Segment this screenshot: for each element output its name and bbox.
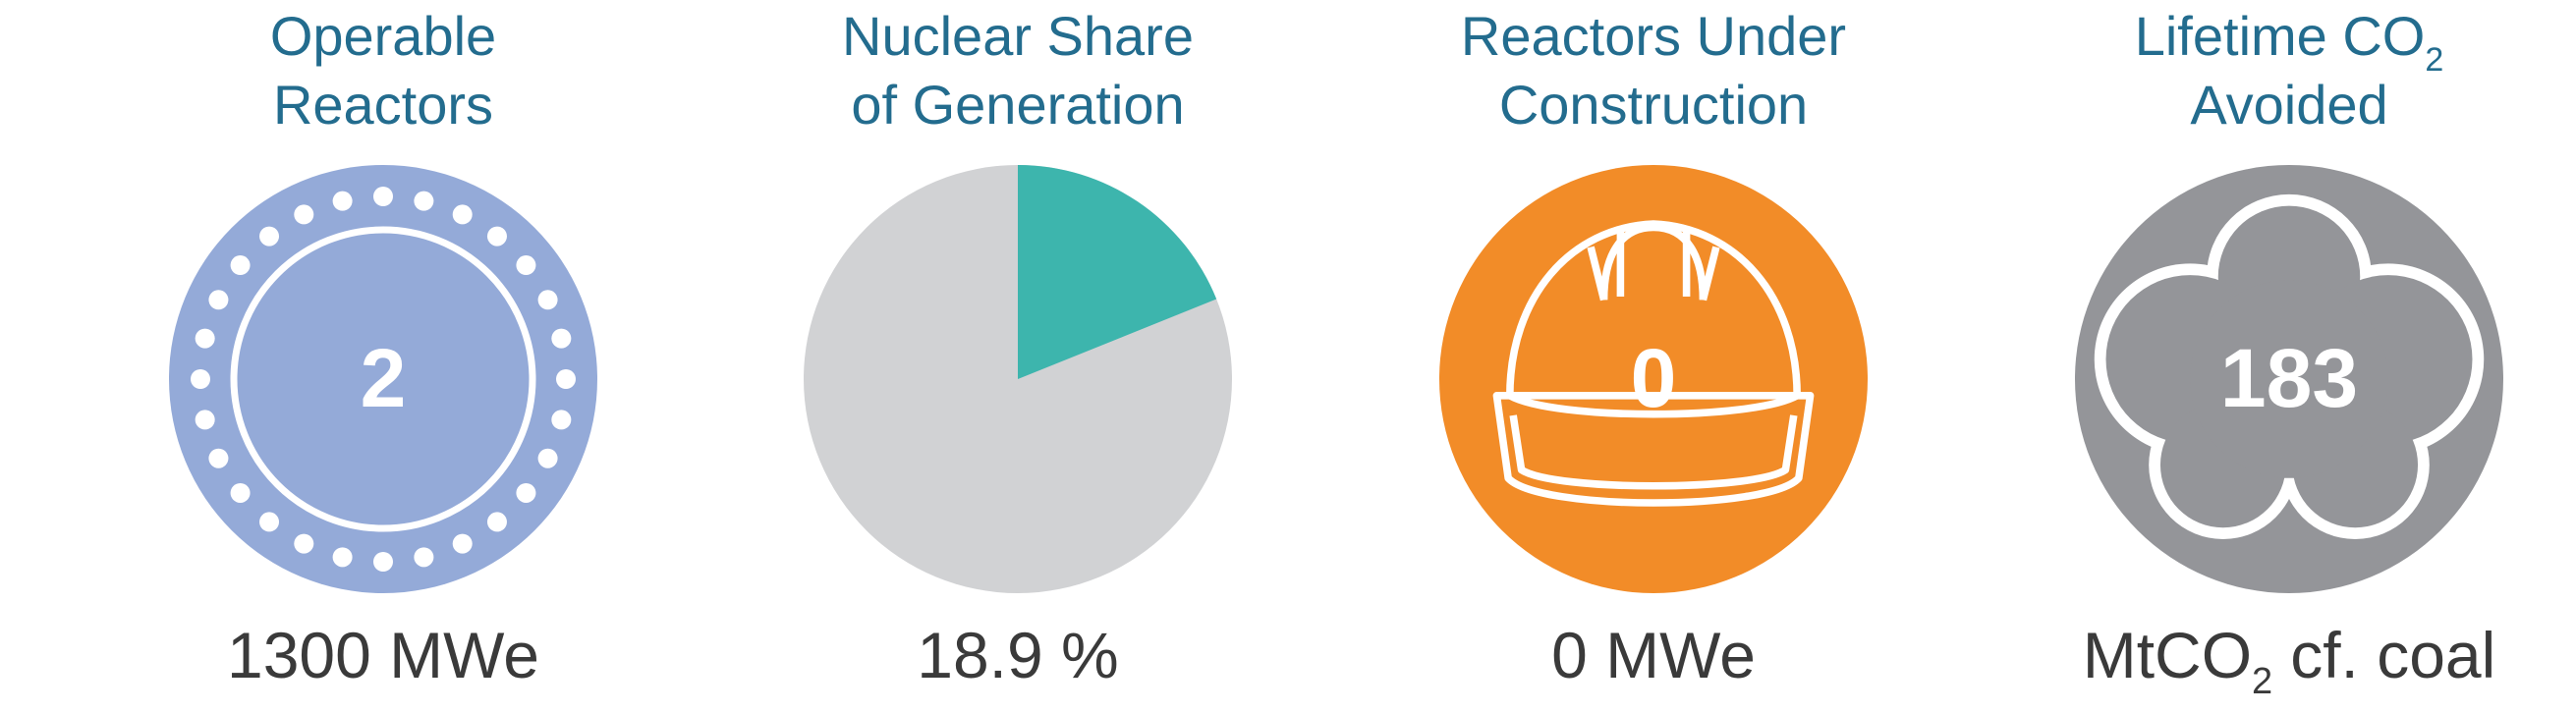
title-line: Nuclear Share: [842, 5, 1194, 67]
reactor-dot: [452, 533, 473, 554]
helmet-icon: [1439, 165, 1868, 593]
reactor-dot: [195, 328, 215, 349]
pie-slice: [1018, 165, 1217, 379]
panel-co2: Lifetime CO2 Avoided 183 MtCO2 cf. coal: [2075, 5, 2503, 702]
reactor-dot: [208, 290, 229, 310]
panel-operable: Operable Reactors 2 1300 MWe: [169, 5, 597, 691]
reactor-dot: [230, 482, 251, 503]
value-number: 183: [2220, 332, 2358, 424]
reactor-dot: [373, 187, 393, 206]
reactor-dot: [414, 547, 434, 568]
title-text: Lifetime CO: [2135, 5, 2426, 67]
reactor-dot: [537, 448, 558, 468]
reactor-dots: [191, 187, 576, 572]
caption-text: cf. coal: [2290, 619, 2495, 691]
title-line: Reactors Under: [1461, 5, 1846, 67]
reactor-dot: [551, 328, 572, 349]
reactor-dot: [537, 290, 558, 310]
reactor-ring: [230, 226, 536, 532]
title-line: Lifetime CO2: [2135, 5, 2444, 79]
reactor-dot: [551, 410, 572, 430]
reactor-dot: [332, 547, 353, 568]
value-number: 2: [361, 332, 407, 424]
caption: MtCO2 cf. coal: [2083, 619, 2496, 702]
reactor-dot: [516, 255, 536, 276]
caption: 0 MWe: [1551, 619, 1756, 691]
reactor-dot: [259, 226, 280, 247]
title-line: Operable: [270, 5, 496, 67]
helmet: [1492, 220, 1815, 507]
caption: 1300 MWe: [227, 619, 539, 691]
reactor-dot: [373, 552, 393, 572]
panel-share: Nuclear Share of Generation 18.9 %: [804, 5, 1232, 691]
reactor-dot: [191, 369, 210, 389]
reactor-dot: [259, 512, 280, 532]
caption-subscript: 2: [2252, 661, 2272, 702]
caption: 18.9 %: [917, 619, 1118, 691]
reactor-dot: [294, 533, 314, 554]
title-line: Reactors: [273, 74, 493, 136]
title-subscript: 2: [2425, 41, 2443, 79]
cloud: [2094, 193, 2485, 539]
reactor-dot: [452, 204, 473, 225]
reactor-dot: [294, 204, 314, 225]
title-line: Avoided: [2190, 74, 2387, 136]
value-number: 0: [1631, 332, 1677, 424]
caption-text: MtCO: [2083, 619, 2252, 691]
reactor-dot: [230, 255, 251, 276]
reactor-dot: [556, 369, 576, 389]
reactor-dot: [332, 191, 353, 211]
reactor-dot: [486, 226, 507, 247]
reactor-dot: [486, 512, 507, 532]
reactor-dot: [195, 410, 215, 430]
panel-construction: Reactors Under Construction 0 0 MWe: [1439, 5, 1868, 691]
title-line: of Generation: [851, 74, 1184, 136]
title-line: Construction: [1499, 74, 1808, 136]
reactor-dot: [208, 448, 229, 468]
reactor-dot: [414, 191, 434, 211]
reactor-dot: [516, 482, 536, 503]
